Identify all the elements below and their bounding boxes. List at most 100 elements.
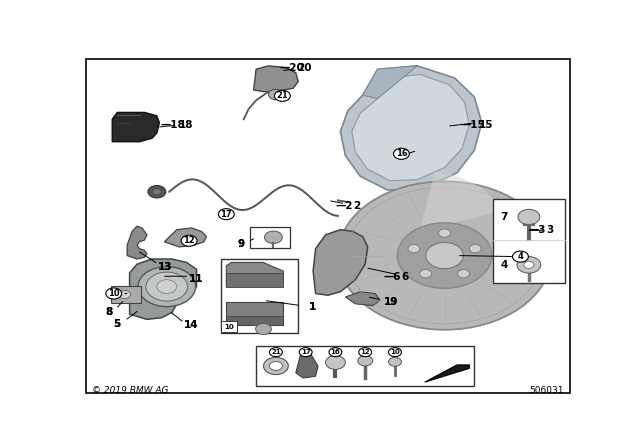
Circle shape: [388, 348, 401, 357]
Text: 19: 19: [384, 297, 398, 307]
Circle shape: [458, 270, 470, 278]
Circle shape: [408, 245, 420, 253]
Text: 15: 15: [479, 120, 493, 130]
Circle shape: [264, 358, 288, 375]
Text: 6: 6: [401, 272, 408, 282]
Text: 1: 1: [308, 302, 316, 312]
Circle shape: [157, 280, 177, 293]
Polygon shape: [164, 228, 207, 247]
Text: 17: 17: [221, 210, 232, 219]
Text: 21: 21: [276, 91, 288, 100]
Circle shape: [517, 257, 541, 273]
Circle shape: [275, 90, 291, 101]
Circle shape: [388, 358, 401, 366]
Polygon shape: [253, 66, 298, 92]
Text: 19: 19: [384, 297, 398, 307]
Circle shape: [513, 251, 529, 262]
Bar: [493, 198, 564, 283]
Circle shape: [426, 242, 463, 269]
Circle shape: [146, 272, 188, 301]
Text: 4: 4: [500, 260, 508, 270]
Polygon shape: [296, 354, 318, 378]
Bar: [227, 302, 284, 324]
Polygon shape: [363, 66, 417, 99]
Text: 1: 1: [308, 302, 316, 312]
FancyBboxPatch shape: [221, 321, 237, 332]
Bar: [227, 316, 284, 324]
Bar: [221, 259, 298, 333]
Circle shape: [138, 267, 196, 306]
Text: 12: 12: [360, 349, 370, 355]
Circle shape: [358, 356, 372, 366]
Bar: [256, 346, 474, 386]
Circle shape: [518, 209, 540, 224]
Circle shape: [181, 235, 197, 246]
Text: 10: 10: [390, 349, 400, 355]
Text: 17: 17: [301, 349, 310, 355]
Circle shape: [359, 348, 372, 357]
Circle shape: [148, 185, 166, 198]
Text: 506031: 506031: [529, 386, 564, 395]
Circle shape: [438, 229, 451, 237]
Text: 18: 18: [179, 120, 193, 130]
Polygon shape: [340, 66, 482, 190]
Circle shape: [269, 348, 282, 357]
Polygon shape: [313, 230, 367, 295]
Text: 12: 12: [183, 236, 195, 245]
Circle shape: [118, 290, 131, 299]
Text: —18: —18: [161, 120, 186, 130]
Circle shape: [269, 89, 284, 99]
Text: 11: 11: [189, 274, 204, 284]
Text: 7: 7: [500, 212, 508, 222]
Circle shape: [152, 189, 161, 195]
Circle shape: [338, 181, 551, 330]
Circle shape: [269, 362, 282, 370]
Text: 5: 5: [113, 319, 121, 328]
Text: 4: 4: [518, 252, 524, 261]
Text: 14: 14: [184, 320, 199, 330]
FancyBboxPatch shape: [250, 227, 290, 248]
Text: 10: 10: [225, 323, 234, 330]
Circle shape: [264, 231, 282, 244]
Circle shape: [469, 245, 481, 253]
Text: 11: 11: [189, 274, 204, 284]
Text: © 2019 BMW AG: © 2019 BMW AG: [92, 386, 169, 395]
Circle shape: [255, 323, 271, 335]
Polygon shape: [112, 112, 159, 142]
Text: —20: —20: [280, 63, 304, 73]
Text: 9: 9: [237, 239, 244, 249]
Circle shape: [394, 148, 410, 159]
Bar: [227, 273, 284, 287]
FancyBboxPatch shape: [111, 285, 141, 303]
Text: —3: —3: [529, 225, 546, 235]
Text: 5: 5: [113, 319, 121, 328]
Polygon shape: [346, 292, 380, 306]
Wedge shape: [420, 172, 502, 232]
Text: 8: 8: [105, 307, 113, 317]
Circle shape: [106, 288, 122, 299]
Text: 2: 2: [353, 201, 360, 211]
Text: 8: 8: [105, 307, 113, 317]
Circle shape: [329, 348, 342, 357]
Text: —2: —2: [335, 201, 353, 211]
Polygon shape: [352, 74, 469, 181]
Polygon shape: [227, 263, 284, 287]
Text: 10: 10: [108, 289, 120, 298]
Text: 3: 3: [546, 225, 554, 235]
Text: 16: 16: [396, 149, 407, 158]
Text: —6: —6: [384, 272, 401, 282]
Text: 16: 16: [331, 349, 340, 355]
Polygon shape: [127, 226, 147, 259]
Polygon shape: [425, 365, 469, 382]
Circle shape: [326, 356, 346, 370]
Text: —15: —15: [461, 120, 486, 130]
Circle shape: [397, 223, 492, 289]
Text: 13: 13: [158, 262, 173, 272]
Circle shape: [420, 270, 431, 278]
Text: 20: 20: [297, 63, 312, 73]
Polygon shape: [129, 259, 196, 319]
Text: 21: 21: [271, 349, 281, 355]
Circle shape: [218, 209, 234, 220]
Circle shape: [524, 262, 534, 268]
Text: 14: 14: [184, 320, 199, 330]
